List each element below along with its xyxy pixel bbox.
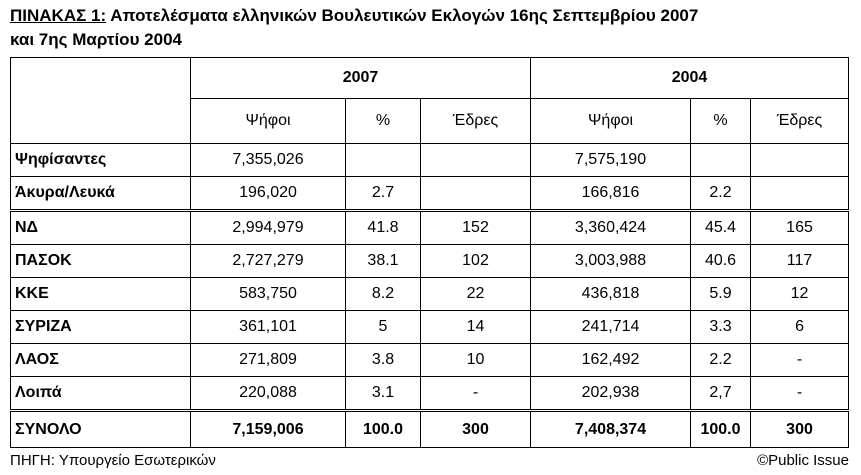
data-row: Λοιπά 220,088 3.1-202,938 2,7- [10,376,850,411]
cell [750,176,850,211]
year-header: 2004 [530,57,850,99]
year-header: 2007 [189,57,532,99]
row-label: ΠΑΣΟΚ [10,244,191,278]
cell: 2.7 [345,176,421,211]
cell: 166,816 [530,176,692,211]
cell [690,143,752,177]
cell: 220,088 [190,376,346,411]
cell: 102 [419,244,532,278]
cell [419,176,532,211]
data-row: ΠΑΣΟΚ 2,727,279 38.1 102 3,003,988 40.6 117 [10,244,850,278]
cell: - [750,376,850,411]
cell: 22 [419,277,532,311]
results-table: 2007 2004 Ψήφοι% Έδρες Ψήφοι% Έδρες Ψηφίσαντες… [10,57,850,448]
cell: 7,355,026 [190,143,346,177]
source: ΠΗΓΗ: Υπουργείο Εσωτερικών [10,452,216,469]
cell: 117 [750,244,850,278]
column-header: Ψήφοι [530,98,692,144]
source-label: ΠΗΓΗ: [10,452,55,469]
column-header: Ψήφοι [190,98,346,144]
cell: - [419,376,532,411]
cell: 7,159,006 [190,409,346,448]
cell: 361,101 [190,310,346,344]
cell: 12 [750,277,850,311]
corner-cell [10,57,191,144]
cell: 14 [419,310,532,344]
cell: 436,818 [530,277,692,311]
cell: 165 [750,209,850,245]
title-line: και 7ης Μαρτίου 2004 [10,30,183,49]
cell: 41.8 [345,209,421,245]
copyright: ©Public Issue [757,452,849,469]
cell: 152 [419,209,532,245]
title-label: ΠΙΝΑΚΑΣ 1: [10,6,107,25]
cell: 2,7 [690,376,752,411]
column-header: Έδρες [419,98,532,144]
cell: 2.2 [690,343,752,377]
cell [419,143,532,177]
cell: - [750,343,850,377]
cell: 5.9 [690,277,752,311]
row-label: ΣΥΝΟΛΟ [10,409,191,448]
header-row: 2007 2004 [10,57,850,144]
row-label: ΣΥΡΙΖΑ [10,310,191,344]
row-label: Ψηφίσαντες [10,143,191,177]
cell [750,143,850,177]
cell: 300 [419,409,532,448]
row-label: ΚΚΕ [10,277,191,311]
cell: 3.3 [690,310,752,344]
data-row: ΛΑΟΣ 271,809 3.8 10 162,492 2.2- [10,343,850,377]
cell: 583,750 [190,277,346,311]
row-label: ΛΑΟΣ [10,343,191,377]
cell: 202,938 [530,376,692,411]
data-row: Άκυρα/Λευκά 196,020 2.7 166,816 2.2 [10,176,850,211]
cell: 7,408,374 [530,409,692,448]
cell: 3.1 [345,376,421,411]
cell: 40.6 [690,244,752,278]
cell: 5 [345,310,421,344]
title: ΠΙΝΑΚΑΣ 1: Αποτελέσματα ελληνικών Βουλευ… [10,4,698,52]
title-line: Αποτελέσματα ελληνικών Βουλευτικών Εκλογ… [110,6,699,25]
row-label: Λοιπά [10,376,191,411]
cell: 2,994,979 [190,209,346,245]
column-header: Έδρες [750,98,850,144]
cell: 6 [750,310,850,344]
cell: 241,714 [530,310,692,344]
data-row: ΝΔ 2,994,979 41.8 152 3,360,424 45.4 165 [10,209,850,245]
cell: 3,003,988 [530,244,692,278]
cell: 2.2 [690,176,752,211]
cell: 162,492 [530,343,692,377]
header-row: Ψήφοι% Έδρες Ψήφοι% Έδρες [11,98,850,144]
data-row: Ψηφίσαντες 7,355,026 7,575,190 [10,143,850,177]
cell: 2,727,279 [190,244,346,278]
cell: 38.1 [345,244,421,278]
cell: 3,360,424 [530,209,692,245]
cell: 7,575,190 [530,143,692,177]
cell: 3.8 [345,343,421,377]
cell: 100.0 [345,409,421,448]
row-label: ΝΔ [10,209,191,245]
cell: 45.4 [690,209,752,245]
row-label: Άκυρα/Λευκά [10,176,191,211]
column-header: % [690,98,752,144]
data-row: ΚΚΕ 583,750 8.2 22 436,818 5.9 12 [10,277,850,311]
cell: 100.0 [690,409,752,448]
column-header: % [345,98,421,144]
cell: 300 [750,409,850,448]
cell: 196,020 [190,176,346,211]
data-row: ΣΥΡΙΖΑ 361,101 5 14 241,714 3.3 6 [10,310,850,344]
cell: 271,809 [190,343,346,377]
source-text: Υπουργείο Εσωτερικών [58,452,216,469]
data-row: ΣΥΝΟΛΟ 7,159,006 100.0 300 7,408,374 100.0 300 [10,409,850,448]
cell: 10 [419,343,532,377]
cell: 8.2 [345,277,421,311]
cell [345,143,421,177]
